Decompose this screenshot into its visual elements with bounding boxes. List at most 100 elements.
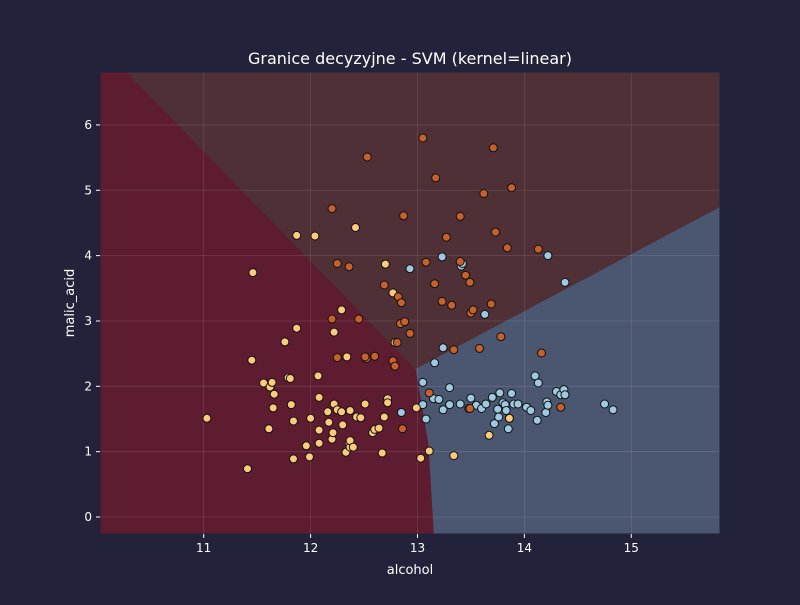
point-class-1 (306, 413, 316, 423)
point-class-1 (310, 231, 320, 241)
point-class-1 (289, 416, 298, 426)
point-class-1 (292, 323, 302, 333)
point-class-2 (327, 314, 337, 324)
point-class-2 (327, 204, 337, 214)
point-class-1 (314, 425, 324, 435)
point-class-2 (479, 189, 489, 198)
y-axis-label: malic_acid (63, 269, 78, 337)
point-class-0 (455, 399, 465, 409)
point-class-2 (418, 133, 428, 143)
point-class-2 (491, 227, 500, 237)
point-class-1 (449, 451, 459, 461)
point-class-2 (390, 361, 400, 371)
point-class-1 (248, 268, 258, 278)
point-class-0 (543, 251, 553, 261)
point-class-1 (268, 403, 278, 413)
point-class-2 (537, 348, 546, 358)
point-class-0 (507, 389, 517, 398)
point-class-0 (608, 405, 618, 415)
x-tick-label: 14 (517, 541, 532, 555)
point-class-0 (418, 377, 428, 387)
point-class-1 (305, 452, 314, 462)
point-class-0 (480, 309, 490, 319)
point-class-1 (411, 403, 421, 413)
point-class-1 (356, 413, 366, 423)
point-class-1 (377, 448, 387, 458)
point-class-2 (344, 262, 354, 272)
point-class-1 (416, 453, 426, 463)
point-class-2 (405, 328, 415, 338)
point-class-0 (487, 392, 497, 402)
point-class-2 (379, 280, 389, 290)
point-class-0 (560, 390, 570, 400)
point-class-2 (392, 338, 402, 347)
point-class-2 (533, 244, 543, 254)
chart-title: Granice decyzyjne - SVM (kernel=linear) (248, 49, 572, 68)
point-class-0 (438, 405, 448, 415)
point-class-2 (400, 317, 410, 327)
y-tick-label: 4 (84, 249, 92, 263)
point-class-1 (348, 442, 358, 452)
point-class-0 (445, 383, 455, 393)
point-class-1 (280, 337, 290, 347)
point-class-2 (441, 232, 451, 242)
point-class-1 (342, 352, 352, 362)
point-class-1 (202, 413, 212, 423)
point-class-2 (360, 352, 370, 362)
point-class-0 (434, 394, 444, 404)
point-class-0 (533, 378, 543, 388)
point-class-2 (486, 299, 496, 309)
point-class-1 (267, 377, 277, 387)
x-tick-label: 11 (196, 541, 211, 555)
point-class-0 (438, 343, 448, 353)
point-class-2 (430, 279, 440, 289)
point-class-1 (323, 407, 333, 417)
point-class-2 (465, 404, 475, 413)
point-class-2 (455, 257, 465, 266)
point-class-1 (338, 420, 348, 430)
point-class-0 (466, 393, 476, 403)
point-class-0 (532, 415, 542, 425)
point-class-1 (351, 223, 360, 232)
point-class-0 (494, 412, 504, 422)
point-class-2 (465, 277, 475, 287)
point-class-2 (399, 211, 409, 221)
y-tick-label: 6 (84, 118, 92, 132)
point-class-1 (345, 406, 355, 415)
point-class-1 (313, 371, 323, 381)
point-class-1 (285, 374, 295, 383)
point-class-1 (374, 423, 384, 433)
point-class-1 (269, 389, 279, 399)
point-class-2 (556, 402, 566, 412)
point-class-0 (430, 358, 440, 368)
point-class-2 (468, 305, 478, 315)
point-class-2 (461, 270, 471, 280)
point-class-2 (421, 257, 431, 267)
point-class-2 (354, 314, 364, 324)
point-class-1 (328, 428, 338, 438)
point-class-2 (362, 152, 372, 162)
y-tick-label: 3 (84, 314, 92, 328)
x-tick-label: 12 (303, 541, 318, 555)
point-class-1 (243, 464, 252, 474)
point-class-0 (489, 419, 499, 429)
point-class-2 (496, 332, 506, 342)
point-class-0 (437, 252, 447, 262)
point-class-0 (421, 414, 431, 424)
region-class-2 (126, 72, 720, 370)
x-axis-label: alcohol (387, 563, 433, 578)
point-class-1 (360, 399, 370, 409)
point-class-0 (405, 264, 415, 274)
point-class-1 (424, 446, 434, 456)
point-class-2 (370, 351, 380, 361)
point-class-2 (449, 345, 459, 355)
point-class-2 (437, 296, 447, 306)
point-class-2 (502, 243, 512, 253)
point-class-0 (445, 400, 455, 410)
point-class-1 (314, 392, 324, 402)
point-class-0 (481, 399, 491, 409)
point-class-1 (264, 424, 274, 434)
point-class-0 (495, 388, 505, 398)
point-class-1 (301, 441, 311, 451)
point-class-1 (380, 259, 390, 269)
